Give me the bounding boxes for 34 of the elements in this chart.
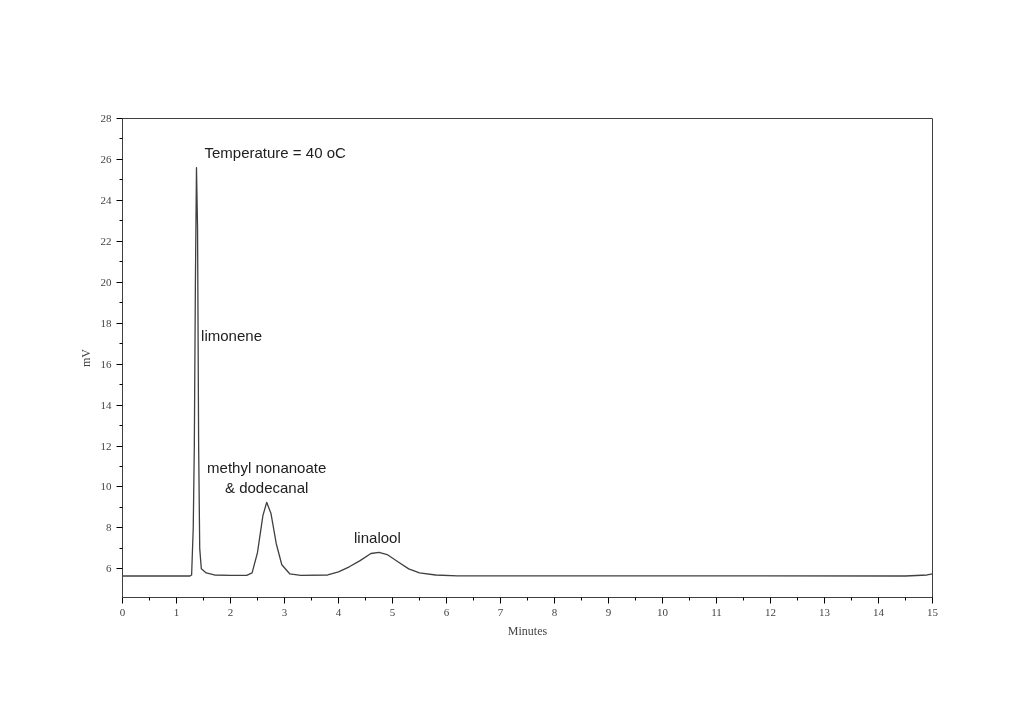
x-tick-label: 5: [389, 605, 396, 618]
x-tick-label: 9: [605, 605, 612, 618]
y-tick-label: 14: [100, 398, 112, 411]
y-axis-title: mV: [78, 348, 93, 367]
y-tick-label: 18: [100, 316, 112, 329]
annotation: Temperature = 40 oC: [204, 144, 346, 161]
annotation: linalool: [354, 529, 401, 547]
x-tick-label: 15: [927, 605, 939, 618]
x-tick-label: 3: [281, 605, 288, 618]
y-tick-label: 26: [100, 152, 112, 165]
x-tick-label: 13: [819, 605, 831, 618]
x-axis-title: Minutes: [507, 623, 548, 638]
annotation: methyl nonanoate & dodecanal: [207, 458, 327, 497]
x-tick-label: 4: [335, 605, 342, 618]
x-tick-label: 0: [119, 605, 126, 618]
x-tick-label: 12: [765, 605, 776, 618]
y-tick-label: 10: [100, 480, 112, 493]
x-tick-label: 14: [873, 605, 885, 618]
y-tick-label: 12: [100, 439, 112, 452]
x-tick-label: 11: [711, 605, 722, 618]
x-tick-label: 7: [497, 605, 504, 618]
y-tick-label: 6: [106, 562, 112, 575]
y-tick-label: 8: [106, 521, 112, 534]
y-tick-label: 22: [100, 234, 112, 247]
x-tick-label: 6: [443, 605, 450, 618]
y-tick-label: 24: [100, 193, 112, 206]
y-tick-label: 16: [100, 357, 112, 370]
x-tick-label: 10: [657, 605, 669, 618]
y-tick-label: 20: [100, 275, 112, 288]
x-tick-label: 1: [173, 605, 180, 618]
y-tick-label: 28: [100, 112, 112, 124]
x-tick-label: 8: [551, 605, 558, 618]
annotation: limonene: [201, 326, 262, 344]
x-tick-label: 2: [227, 605, 234, 618]
